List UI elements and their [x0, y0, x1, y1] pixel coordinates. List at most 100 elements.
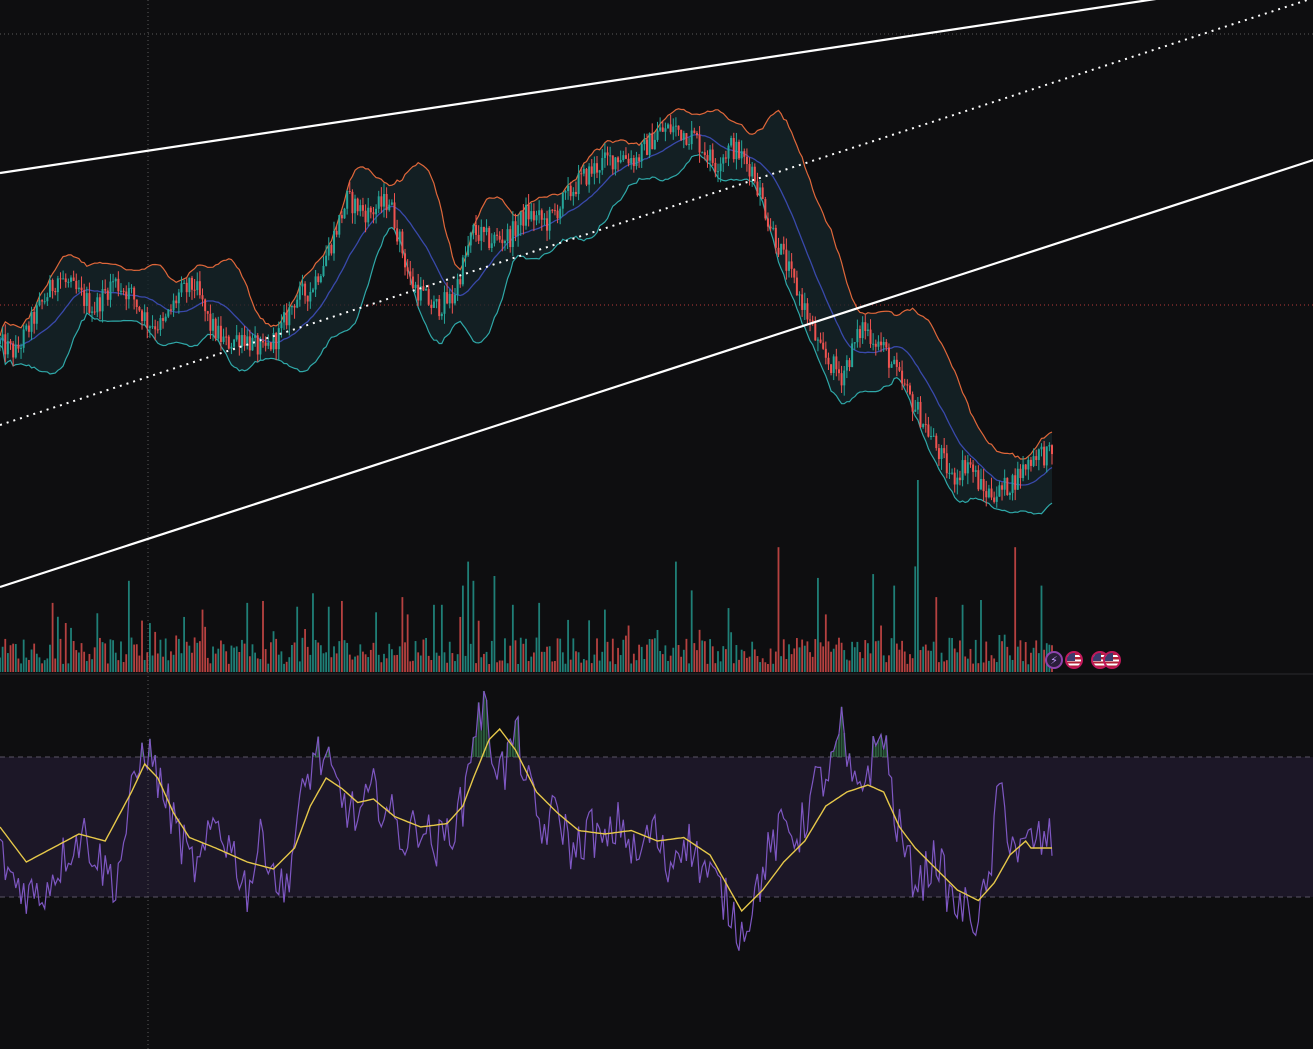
channel-median-line[interactable] — [0, 0, 1313, 426]
volume-bar — [835, 644, 838, 672]
us-flag-icon[interactable] — [1065, 651, 1083, 669]
volume-bar — [404, 642, 406, 672]
volume-bar — [14, 644, 17, 672]
volume-bar — [577, 652, 580, 672]
candle-body — [430, 304, 433, 308]
volume-bar — [17, 658, 20, 672]
candle-body — [361, 205, 364, 211]
candle-body — [601, 157, 604, 171]
volume-bar — [538, 602, 541, 672]
candle-body — [517, 225, 520, 236]
channel-upper-line[interactable] — [0, 0, 1313, 175]
candle-body — [335, 230, 338, 235]
candle-body — [80, 287, 83, 291]
volume-bar — [141, 620, 143, 672]
volume-bar — [254, 652, 257, 672]
volume-bar — [945, 660, 948, 672]
candle-body — [327, 244, 330, 256]
candle-body — [77, 287, 80, 290]
candle-body — [788, 261, 790, 271]
candle-body — [664, 128, 667, 132]
candle-body — [698, 135, 701, 153]
lightning-icon[interactable]: ⚡ — [1045, 651, 1063, 669]
candle-body — [17, 344, 20, 349]
candle-body — [998, 485, 1001, 497]
volume-bar — [12, 643, 15, 672]
candle-body — [1043, 446, 1046, 466]
volume-bar — [338, 641, 341, 672]
volume-bar — [206, 657, 209, 672]
volume-bar — [1, 646, 4, 672]
candle-body — [1037, 449, 1040, 461]
candle-body — [745, 156, 748, 164]
volume-bar — [514, 640, 517, 672]
candle-body — [248, 336, 251, 351]
volume-bar — [396, 654, 399, 672]
candle-body — [206, 311, 209, 314]
volume-bar — [606, 641, 609, 672]
candle-body — [1003, 477, 1006, 490]
volume-bar — [927, 650, 930, 672]
candle-body — [75, 280, 78, 290]
parallel-channel-layer[interactable] — [0, 0, 1313, 589]
us-flag-icon[interactable] — [1103, 651, 1121, 669]
candle-body — [622, 155, 625, 161]
volume-bar — [1032, 647, 1035, 672]
volume-bar — [722, 646, 725, 672]
candle-body — [985, 491, 988, 498]
volume-bar — [790, 654, 793, 672]
candle-body — [91, 311, 94, 313]
candle-body — [735, 141, 738, 160]
candle-body — [259, 341, 262, 355]
candle-body — [1045, 446, 1048, 466]
volume-bar — [569, 659, 572, 672]
volume-bar — [488, 663, 491, 672]
volume-bar — [483, 653, 485, 672]
candle-body — [293, 305, 296, 308]
volume-bar — [801, 639, 804, 672]
volume-bar — [304, 629, 306, 672]
volume-bar — [191, 652, 193, 672]
candle-body — [585, 168, 588, 185]
volume-bar — [922, 646, 925, 672]
candle-body — [225, 336, 228, 338]
volume-bar — [851, 641, 854, 672]
volume-bar — [33, 643, 36, 672]
candle-body — [269, 342, 272, 350]
volume-bar — [893, 585, 896, 672]
candle-body — [543, 218, 546, 220]
volume-bar — [1027, 664, 1030, 672]
candle-body — [338, 215, 341, 235]
candle-body — [924, 424, 927, 426]
candle-body — [443, 292, 446, 314]
volume-bar — [327, 606, 330, 672]
candle-body — [472, 224, 475, 233]
candle-body — [632, 157, 635, 167]
candle-body — [617, 157, 620, 163]
candle-body — [22, 329, 25, 348]
candle-body — [951, 472, 954, 474]
economic-events-bar[interactable]: ⚡ — [1045, 651, 1121, 671]
candle-body — [180, 283, 183, 293]
volume-bar — [380, 662, 383, 672]
candle-body — [1011, 475, 1014, 493]
volume-bar — [398, 646, 401, 672]
candle-body — [482, 226, 485, 233]
candle-body — [511, 221, 514, 248]
candle-body — [914, 409, 917, 412]
volume-bar — [56, 616, 59, 672]
candle-body — [130, 287, 133, 289]
channel-lower-line[interactable] — [0, 158, 1313, 589]
volume-bar — [969, 648, 972, 672]
volume-bar — [41, 663, 43, 672]
volume-bar — [43, 660, 46, 672]
candle-body — [982, 479, 985, 492]
candle-body — [943, 448, 946, 454]
volume-bar — [546, 646, 548, 672]
candle-body — [1016, 468, 1019, 490]
volume-bar — [743, 651, 746, 672]
volume-bar — [20, 663, 22, 672]
volume-bar — [248, 656, 251, 672]
